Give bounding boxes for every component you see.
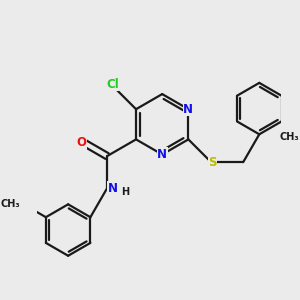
- Text: H: H: [121, 187, 129, 197]
- Text: S: S: [208, 156, 217, 169]
- Text: N: N: [183, 103, 194, 116]
- Text: CH₃: CH₃: [1, 199, 20, 209]
- Text: Cl: Cl: [106, 78, 119, 91]
- Text: N: N: [108, 182, 118, 195]
- Text: N: N: [157, 148, 167, 161]
- Text: CH₃: CH₃: [280, 132, 299, 142]
- Text: O: O: [76, 136, 86, 149]
